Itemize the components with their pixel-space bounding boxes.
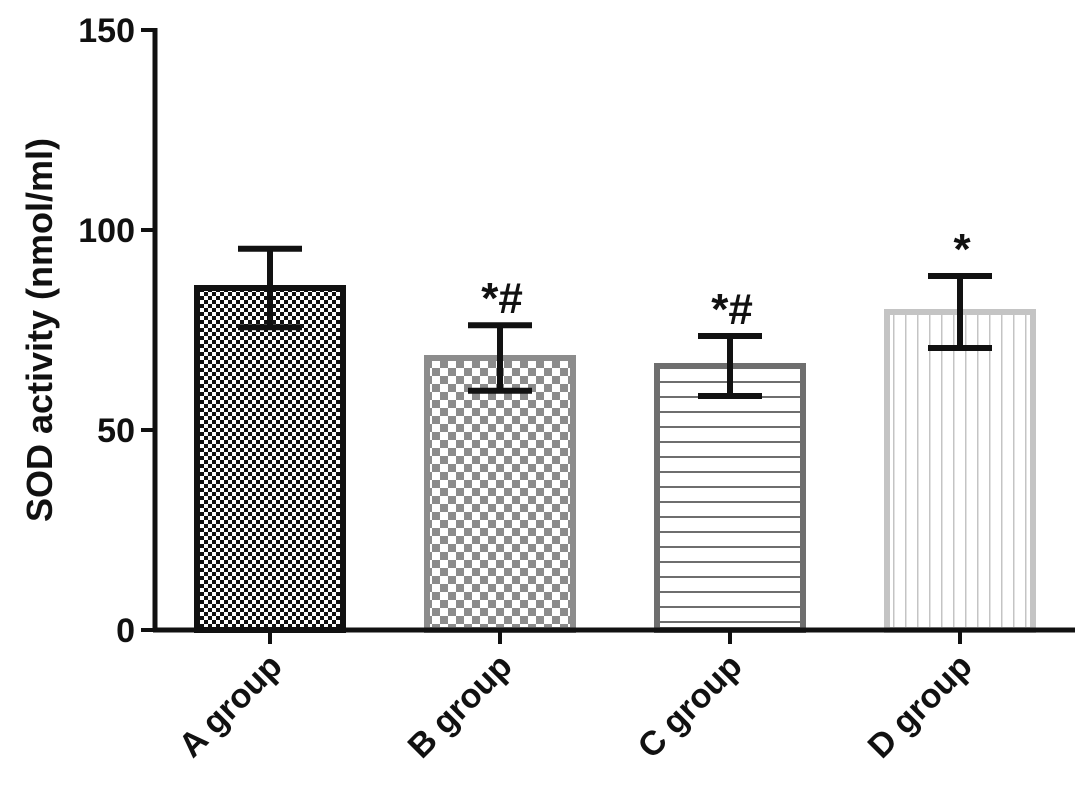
y-tick-label: 0 [116,612,135,650]
x-tick-label: D group [861,647,980,766]
y-axis-label: SOD activity (nmol/ml) [19,138,60,522]
error-bars-layer [238,245,992,399]
y-tick-label: 50 [97,412,135,450]
significance-label: *# [711,285,753,334]
bar-c-group [654,363,806,633]
x-tick-label: C group [631,647,750,766]
y-tick-label: 150 [78,12,135,50]
axes-layer [141,28,1075,644]
x-tick-label: A group [172,647,290,765]
x-tick-label: B group [401,647,520,766]
error-bar [928,273,992,351]
bar-a-group [194,285,346,633]
error-bar [698,333,762,399]
significance-label: * [953,225,971,274]
bar-d-group [884,309,1036,633]
bar-b-group [424,355,576,633]
y-tick-label: 100 [78,212,135,250]
error-bar [238,245,302,331]
error-bar [468,322,532,394]
bars-layer [194,285,1036,633]
significance-label: *# [481,274,523,323]
